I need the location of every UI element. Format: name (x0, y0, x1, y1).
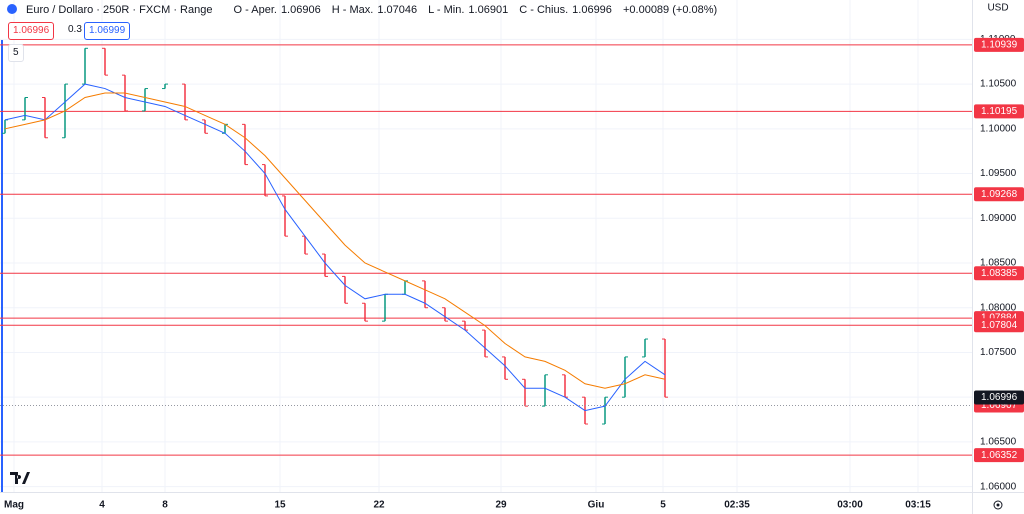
level-tag (974, 266, 1024, 281)
ohlc-label: C - Chius. (519, 4, 569, 16)
level-tag (974, 318, 1024, 333)
x-tick-label: 29 (495, 500, 507, 511)
interval-badge[interactable]: 5 (8, 44, 24, 62)
ohlc-value: 1.07046 (377, 4, 418, 16)
moving-average (4, 83, 666, 412)
last-price-label: 1.06996 (981, 392, 1018, 403)
last-price-tag (974, 390, 1024, 405)
change: +0.00089 (+0.08%) (622, 4, 718, 16)
level-tag (974, 104, 1024, 119)
x-tick-label: 22 (373, 500, 385, 511)
level-label: 1.06352 (981, 450, 1018, 461)
level-label: 1.08385 (981, 268, 1018, 279)
symbol-icon (7, 4, 17, 14)
y-tick-label: 1.09000 (980, 213, 1017, 224)
symbol-title: Euro / Dollaro · 250R · FXCM · Range (26, 4, 213, 16)
y-tick-label: 1.09500 (980, 168, 1017, 179)
logo (10, 472, 30, 484)
level-tag (974, 187, 1024, 202)
ohlc-label: O - Aper. (233, 4, 277, 16)
level-label: 1.07884 (981, 313, 1018, 324)
legend-header: Euro / Dollaro · 250R · FXCM · Range O -… (26, 4, 721, 16)
level-tag (974, 448, 1024, 463)
buy-button[interactable]: 1.06999 (84, 22, 131, 40)
y-tick-label: 1.07500 (980, 347, 1017, 358)
level-tag (974, 37, 1024, 52)
sell-button[interactable]: 1.06996 (8, 22, 55, 40)
y-tick-label: 1.06000 (980, 481, 1017, 492)
level-label: 1.10939 (981, 39, 1018, 50)
ohlc-label: H - Max. (331, 4, 374, 16)
settings-icon[interactable] (993, 500, 1003, 510)
y-tick-label: 1.06500 (980, 437, 1017, 448)
y-tick-label: 1.10500 (980, 79, 1017, 90)
x-tick-label: 15 (274, 500, 286, 511)
x-tick-label: Giu (588, 500, 605, 511)
x-tick-label: 8 (162, 500, 168, 511)
x-tick-label: 03:00 (837, 500, 863, 511)
spread: 0.3 (64, 22, 86, 38)
ohlc-value: 1.06996 (572, 4, 612, 16)
level-label: 1.10195 (981, 106, 1018, 117)
x-tick-label: Mag (4, 500, 24, 511)
y-tick-label: 1.10000 (980, 123, 1017, 134)
x-tick-label: 5 (660, 500, 666, 511)
x-tick-label: 03:15 (905, 500, 931, 511)
level-label: 1.09268 (981, 189, 1018, 200)
ohlc-value: 1.06901 (468, 4, 509, 16)
ohlc-label: L - Min. (428, 4, 465, 16)
currency[interactable]: USD (987, 3, 1008, 14)
y-tick-label: 1.08000 (980, 302, 1017, 313)
bid-label: 1.06907 (981, 400, 1018, 411)
x-tick-label: 02:35 (724, 500, 750, 511)
level-label: 1.07804 (981, 320, 1018, 331)
ohlc-value: 1.06906 (280, 4, 321, 16)
moving-average (4, 92, 666, 389)
y-tick-label: 1.08500 (980, 258, 1017, 269)
x-tick-label: 4 (99, 500, 105, 511)
